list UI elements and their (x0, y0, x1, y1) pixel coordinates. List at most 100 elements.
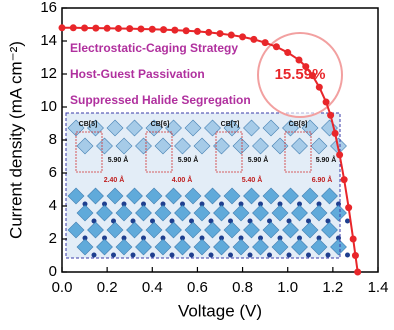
atom (141, 235, 146, 241)
octahedron (135, 204, 152, 222)
octahedron (262, 119, 280, 137)
octahedron (243, 221, 260, 239)
octahedron (193, 204, 211, 222)
atom (130, 252, 136, 258)
inset-label: 5.90 Å (108, 155, 129, 164)
atom (219, 201, 224, 207)
octahedron (301, 187, 319, 205)
atom (228, 252, 233, 258)
atom (258, 235, 263, 241)
atom (208, 252, 214, 258)
octahedron (87, 221, 104, 239)
atom (199, 235, 205, 241)
octahedron (330, 238, 347, 256)
x-tick-label: 0.8 (232, 279, 253, 296)
octahedron (282, 187, 299, 205)
data-point (92, 24, 100, 32)
inset-label: CB[8] (289, 121, 308, 128)
cage-box (145, 131, 173, 173)
octahedron (232, 204, 250, 222)
inset-label: 5.40 Å (242, 175, 263, 184)
y-tick-label: 6 (49, 164, 57, 181)
x-tick-label: 0.6 (187, 279, 208, 296)
octahedron (174, 137, 191, 155)
x-axis-title: Voltage (V) (178, 301, 262, 320)
octahedron (321, 221, 338, 239)
octahedron (67, 221, 85, 239)
atom (82, 235, 88, 241)
data-point (302, 63, 310, 71)
octahedron (282, 221, 299, 239)
atom (258, 201, 263, 207)
data-point (171, 26, 179, 34)
data-point (309, 72, 317, 80)
octahedron (154, 137, 172, 155)
atom (316, 235, 322, 241)
octahedron (213, 238, 230, 256)
octahedron (165, 119, 182, 137)
octahedron (135, 238, 152, 256)
octahedron (232, 238, 250, 256)
data-point (345, 204, 353, 212)
data-point (81, 24, 89, 32)
atom (238, 201, 244, 207)
inset-label: 5.90 Å (316, 155, 337, 164)
data-point (216, 30, 224, 38)
octahedron (262, 221, 280, 239)
y-tick-label: 0 (49, 263, 57, 280)
atom (297, 235, 302, 241)
data-point (349, 235, 357, 243)
octahedron (213, 204, 230, 222)
octahedron (184, 221, 202, 239)
atom (277, 201, 283, 207)
octahedron (87, 187, 104, 205)
atom (325, 252, 331, 258)
octahedron (154, 204, 172, 222)
y-tick-label: 10 (40, 98, 57, 115)
octahedron (291, 137, 308, 155)
atom (345, 252, 350, 258)
inset-label: CB[7] (221, 121, 240, 128)
data-point (137, 25, 145, 33)
data-point (261, 39, 269, 47)
octahedron (106, 221, 124, 239)
octahedron (291, 204, 308, 222)
octahedron (115, 204, 133, 222)
plot-frame (61, 7, 379, 273)
data-point (114, 24, 122, 32)
x-tick-label: 1.0 (277, 279, 298, 296)
x-tick-label: 1.2 (322, 279, 343, 296)
octahedron (252, 238, 269, 256)
data-point (250, 35, 258, 43)
octahedron (204, 187, 221, 205)
atom (82, 201, 88, 207)
cage-box (75, 131, 103, 173)
data-point (126, 25, 134, 33)
y-axis-title: Current density (mA cm⁻²) (6, 41, 25, 239)
atom (121, 235, 127, 241)
octahedron (96, 204, 113, 222)
inset-label: 6.90 Å (312, 175, 333, 184)
atom (91, 252, 97, 258)
data-point (340, 176, 348, 184)
octahedron (310, 238, 328, 256)
octahedron (330, 204, 347, 222)
octahedron (291, 238, 308, 256)
octahedron (223, 187, 241, 205)
octahedron (135, 137, 152, 155)
octahedron (106, 119, 124, 137)
octahedron (301, 221, 319, 239)
atom (102, 201, 107, 207)
atom (180, 235, 185, 241)
data-point (193, 27, 201, 35)
data-point (58, 24, 66, 32)
atom (121, 201, 127, 207)
x-tick-label: 0.2 (97, 279, 118, 296)
data-point (205, 28, 213, 36)
octahedron (76, 137, 94, 155)
y-tick-label: 2 (49, 230, 57, 247)
inset-frame (65, 112, 341, 259)
octahedron (184, 119, 202, 137)
octahedron (271, 204, 289, 222)
